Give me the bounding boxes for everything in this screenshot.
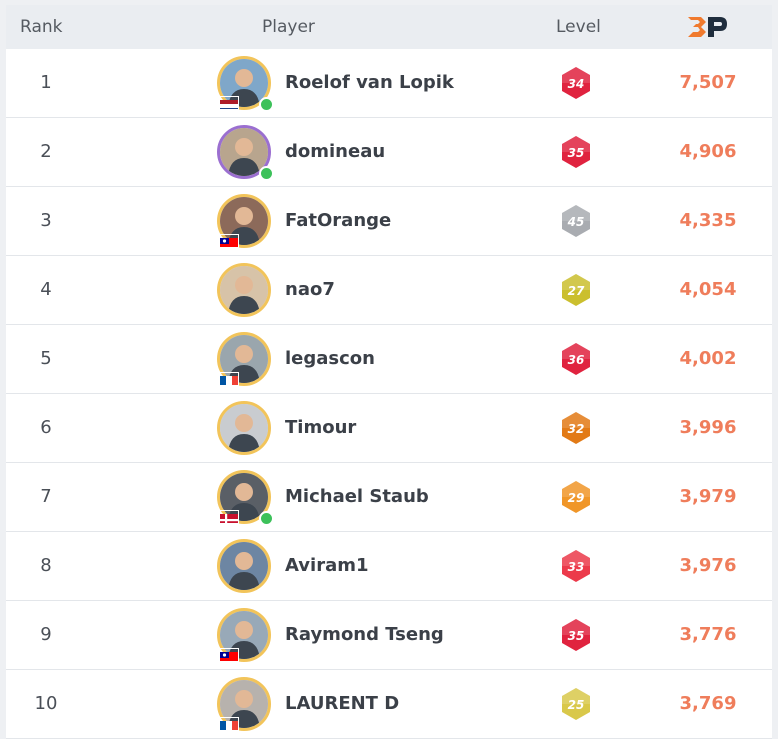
level-badge: 35 [559, 135, 593, 169]
leaderboard-row[interactable]: 10 LAURENT D 25 3,769 [6, 670, 772, 739]
leaderboard: Rank Player Level 1 Roelof van Lopik 34 7,5… [6, 5, 772, 739]
bp-logo-icon [688, 17, 727, 37]
leaderboard-row[interactable]: 2 domineau 35 4,906 [6, 118, 772, 187]
leaderboard-row[interactable]: 1 Roelof van Lopik 34 7,507 [6, 49, 772, 118]
player-column-header: Player [262, 17, 315, 37]
rank-number: 2 [40, 141, 52, 162]
points-value: 7,507 [679, 72, 737, 93]
level-badge: 45 [559, 204, 593, 238]
rank-number: 4 [40, 279, 52, 300]
rank-number: 1 [40, 72, 52, 93]
france-flag-icon [219, 372, 239, 386]
rank-number: 8 [40, 555, 52, 576]
player-name-link[interactable]: legascon [285, 348, 375, 369]
level-badge: 29 [559, 480, 593, 514]
player-name-link[interactable]: LAURENT D [285, 693, 400, 714]
avatar[interactable] [217, 263, 271, 317]
level-number: 35 [568, 146, 585, 160]
leaderboard-rows: 1 Roelof van Lopik 34 7,507 2 domineau 35 4,906… [6, 49, 772, 739]
level-badge: 34 [559, 66, 593, 100]
taiwan-flag-icon [219, 234, 239, 248]
level-number: 34 [568, 77, 585, 91]
points-value: 3,776 [679, 624, 737, 645]
points-value: 3,769 [679, 693, 737, 714]
level-badge: 25 [559, 687, 593, 721]
leaderboard-row[interactable]: 6 Timour 32 3,996 [6, 394, 772, 463]
online-status-icon [259, 97, 274, 112]
denmark-flag-icon [219, 510, 239, 524]
leaderboard-row[interactable]: 3 FatOrange 45 4,335 [6, 187, 772, 256]
rank-number: 5 [40, 348, 52, 369]
avatar[interactable] [217, 332, 271, 386]
rank-number: 10 [34, 693, 58, 714]
level-number: 33 [568, 560, 585, 574]
online-status-icon [259, 511, 274, 526]
player-name-link[interactable]: Raymond Tseng [285, 624, 444, 645]
rank-number: 9 [40, 624, 52, 645]
rank-column-header: Rank [20, 17, 63, 37]
leaderboard-row[interactable]: 9 Raymond Tseng 35 3,776 [6, 601, 772, 670]
points-value: 3,976 [679, 555, 737, 576]
level-badge: 35 [559, 618, 593, 652]
online-status-icon [259, 166, 274, 181]
level-number: 27 [568, 284, 585, 298]
points-value: 4,335 [679, 210, 737, 231]
points-value: 3,979 [679, 486, 737, 507]
avatar[interactable] [217, 677, 271, 731]
france-flag-icon [219, 717, 239, 731]
leaderboard-header: Rank Player Level [6, 5, 772, 49]
avatar[interactable] [217, 539, 271, 593]
level-badge: 36 [559, 342, 593, 376]
level-badge: 33 [559, 549, 593, 583]
taiwan-flag-icon [219, 648, 239, 662]
points-value: 3,996 [679, 417, 737, 438]
avatar[interactable] [217, 401, 271, 455]
level-badge: 32 [559, 411, 593, 445]
player-name-link[interactable]: FatOrange [285, 210, 392, 231]
player-name-link[interactable]: Michael Staub [285, 486, 429, 507]
player-name-link[interactable]: Aviram1 [285, 555, 369, 576]
player-name-link[interactable]: nao7 [285, 279, 335, 300]
level-number: 25 [568, 698, 585, 712]
level-number: 36 [568, 353, 585, 367]
level-number: 35 [568, 629, 585, 643]
leaderboard-row[interactable]: 7 Michael Staub 29 3,979 [6, 463, 772, 532]
player-name-link[interactable]: Roelof van Lopik [285, 72, 454, 93]
rank-number: 3 [40, 210, 52, 231]
leaderboard-row[interactable]: 5 legascon 36 4,002 [6, 325, 772, 394]
level-badge: 27 [559, 273, 593, 307]
rank-number: 6 [40, 417, 52, 438]
rank-number: 7 [40, 486, 52, 507]
level-number: 45 [567, 215, 585, 229]
netherlands-flag-icon [219, 96, 239, 110]
avatar[interactable] [217, 125, 271, 179]
points-value: 4,906 [679, 141, 737, 162]
level-number: 29 [568, 491, 585, 505]
points-value: 4,002 [679, 348, 737, 369]
level-number: 32 [568, 422, 585, 436]
leaderboard-row[interactable]: 8 Aviram1 33 3,976 [6, 532, 772, 601]
player-name-link[interactable]: domineau [285, 141, 386, 162]
level-column-header: Level [556, 17, 601, 37]
player-name-link[interactable]: Timour [285, 417, 357, 438]
points-value: 4,054 [679, 279, 737, 300]
leaderboard-row[interactable]: 4 nao7 27 4,054 [6, 256, 772, 325]
